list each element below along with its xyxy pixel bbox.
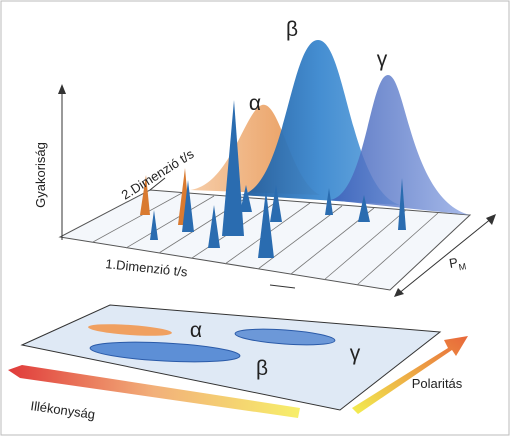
spot-label: α — [190, 319, 202, 342]
diagram: α β γ Gyakoriság 2.Dimenzió t/s 1.Dimenz… — [0, 0, 510, 436]
peak-label: γ — [377, 48, 388, 71]
spot-label: γ — [350, 342, 361, 365]
y-arrow-label: Polaritás — [412, 376, 463, 391]
peak-label: β — [286, 18, 298, 41]
y-axis-label: Gyakoriság — [33, 142, 48, 208]
spot-label: β — [256, 357, 268, 380]
peak-label: α — [249, 92, 261, 115]
